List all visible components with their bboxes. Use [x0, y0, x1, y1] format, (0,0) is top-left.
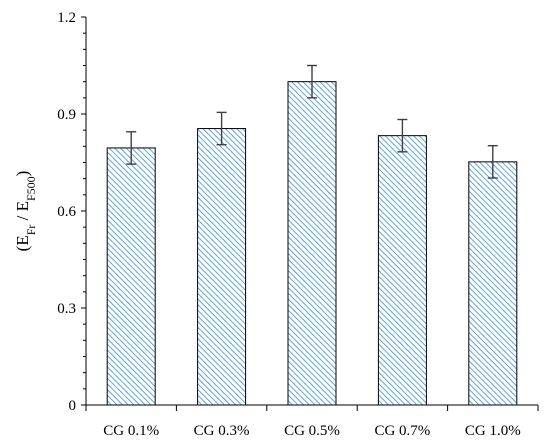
y-tick-label: 1.2	[57, 10, 76, 26]
error-bars	[126, 64, 498, 179]
error-bar	[487, 144, 498, 179]
x-tick-label: CG 0.3%	[194, 423, 250, 439]
y-tick-labels: 0 0.3 0.6 0.9 1.2	[57, 10, 76, 414]
x-tick-label: CG 0.1%	[103, 423, 159, 439]
y-tick-label: 0.6	[57, 204, 76, 220]
y-axis-ticks	[81, 16, 86, 406]
error-bar	[216, 111, 227, 146]
bar	[106, 147, 156, 406]
y-tick-label: 0.3	[57, 301, 76, 317]
y-tick-label: 0	[69, 398, 77, 414]
x-tick-labels: CG 0.1% CG 0.3% CG 0.5% CG 0.7% CG 1.0%	[103, 423, 520, 439]
y-axis-title-sub2: F500	[24, 176, 38, 201]
y-axis-title-sub1: Fr	[24, 225, 38, 236]
x-tick-label: CG 0.5%	[284, 423, 340, 439]
bar	[377, 135, 427, 406]
error-bar	[397, 118, 408, 153]
error-bar	[307, 64, 317, 99]
bars	[106, 81, 518, 406]
bar	[468, 161, 518, 406]
x-tick-label: CG 0.7%	[374, 423, 430, 439]
x-axis-ticks	[85, 405, 539, 411]
bar	[197, 128, 247, 406]
error-bar	[126, 131, 137, 165]
y-axis-title: (EFr / EF500)	[13, 171, 38, 252]
x-tick-label: CG 1.0%	[465, 423, 521, 439]
y-tick-label: 0.9	[57, 107, 76, 123]
bar	[287, 81, 337, 406]
